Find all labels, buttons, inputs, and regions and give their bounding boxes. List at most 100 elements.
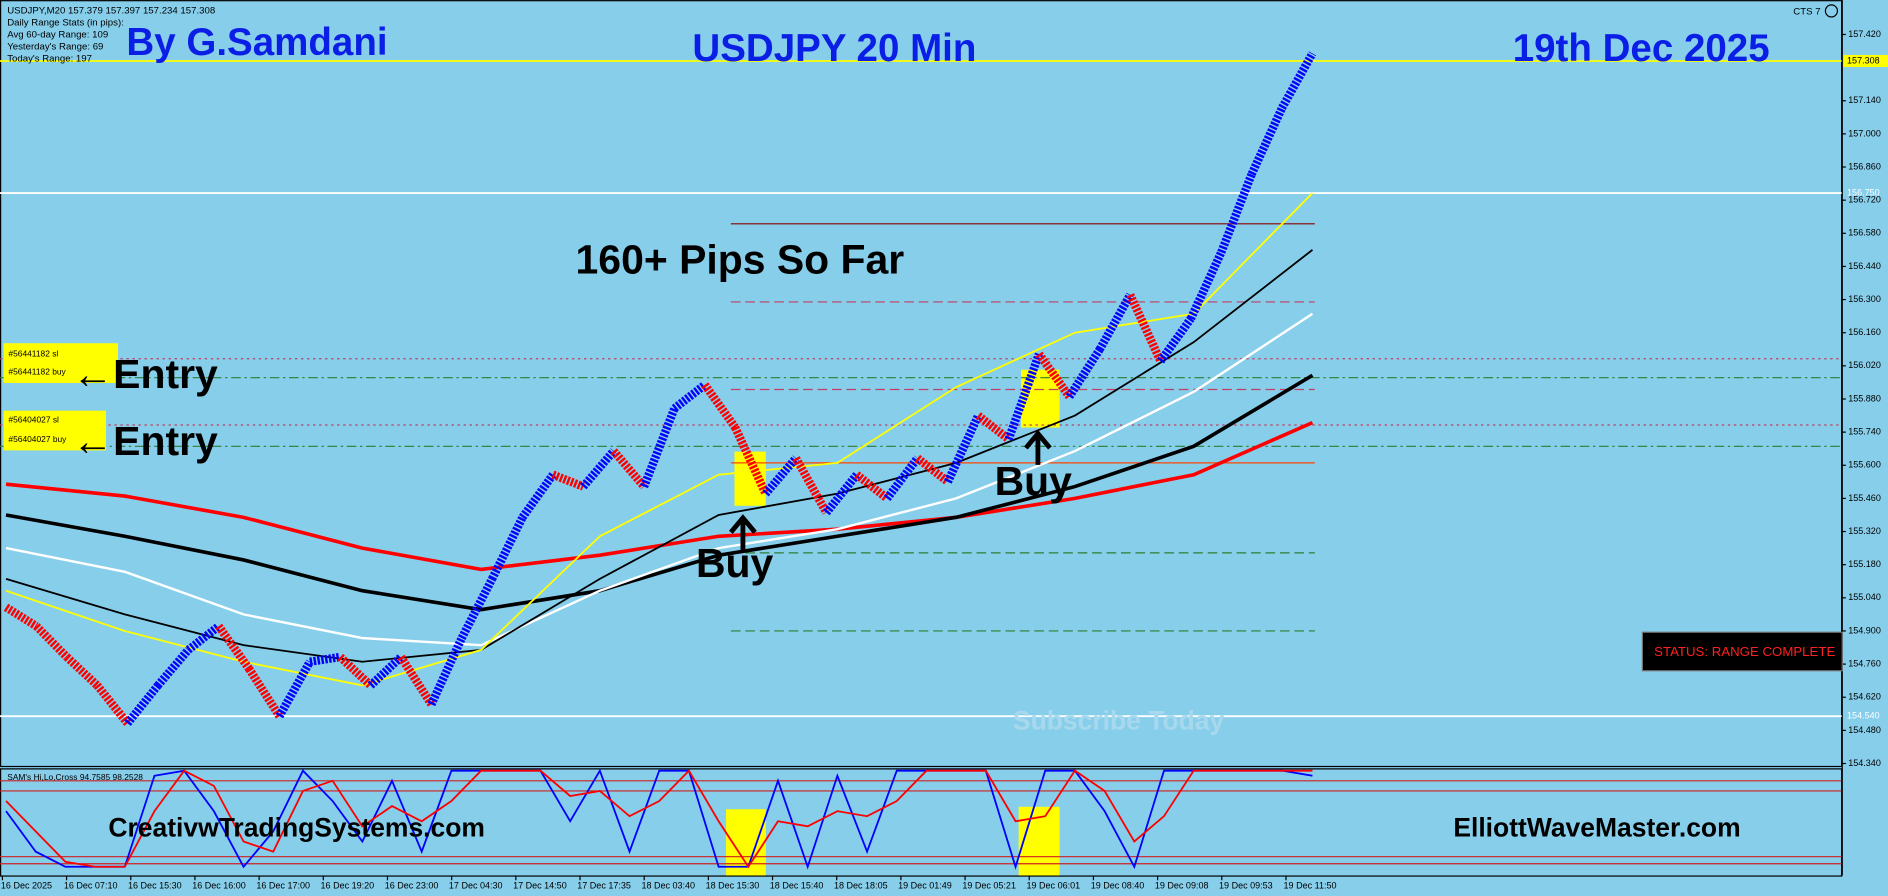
buy-arrow (1024, 429, 1052, 465)
footer-left: CreativwTradingSystems.com (108, 813, 485, 843)
y-tick-label: 154.480 (1848, 725, 1881, 735)
x-tick-label: 19 Dec 08:40 (1091, 881, 1145, 891)
author: By G.Samdani (126, 21, 387, 64)
price-tag-box (1843, 710, 1888, 723)
x-tick-label: 16 Dec 16:00 (192, 881, 246, 891)
y-tick-label: 156.440 (1848, 261, 1881, 271)
date-title: 19th Dec 2025 (1513, 27, 1770, 70)
y-tick-label: 155.880 (1848, 393, 1881, 403)
y-tick-label: 157.140 (1848, 95, 1881, 105)
price-segment (1187, 250, 1226, 321)
price-segment (3, 603, 39, 630)
price-segment (1004, 352, 1043, 441)
x-tick-label: 16 Dec 19:20 (321, 881, 375, 891)
price-tag-label: 157.308 (1847, 55, 1880, 65)
y-tick-label: 154.760 (1848, 658, 1881, 668)
price-tag-box (1843, 54, 1888, 67)
stats: Avg 60-day Range: 109 (7, 30, 108, 41)
price-segment (519, 472, 557, 520)
price-segment (458, 576, 496, 640)
price-segment (397, 654, 435, 707)
price-segment (731, 425, 770, 496)
price-segment (944, 413, 983, 484)
footer-right: ElliottWaveMaster.com (1453, 813, 1740, 843)
entry-label: ←Entry (72, 351, 218, 397)
price-tag-box (1843, 187, 1888, 200)
x-tick-label: 16 Dec 07:10 (64, 881, 118, 891)
price-segment (93, 682, 131, 726)
price-segment (1157, 316, 1195, 364)
price-segment (580, 448, 617, 490)
stats: Yesterday's Range: 69 (7, 42, 103, 53)
price-segment (1035, 351, 1073, 400)
price-segment (975, 412, 1012, 443)
entry-buy: #56404027 buy (8, 434, 67, 444)
price-segment (309, 652, 341, 666)
y-tick-label: 154.900 (1848, 625, 1881, 635)
price-segment (671, 381, 708, 412)
y-tick-label: 154.340 (1848, 758, 1881, 768)
stats: Today's Range: 197 (7, 54, 92, 65)
y-tick-label: 156.720 (1848, 195, 1881, 205)
price-segment (427, 636, 466, 707)
price-segment (215, 623, 253, 672)
y-tick-label: 155.040 (1848, 592, 1881, 602)
y-tick-label: 156.160 (1848, 327, 1881, 337)
y-tick-label: 155.180 (1848, 559, 1881, 569)
y-tick-label: 154.620 (1848, 692, 1881, 702)
status: STATUS: RANGE COMPLETE (1654, 644, 1835, 659)
x-tick-label: 16 Dec 23:00 (385, 881, 439, 891)
price-segment (1278, 51, 1317, 110)
price-tag-label: 156.750 (1847, 187, 1880, 197)
symbol-info: USDJPY,M20 157.379 157.397 157.234 157.3… (7, 5, 215, 16)
x-tick-label: 19 Dec 05:21 (962, 881, 1016, 891)
stats: Daily Range Stats (in pips): (7, 18, 124, 29)
buy-arrow (729, 514, 757, 552)
price-segment (640, 406, 679, 489)
watermark: Subscribe Today (1013, 706, 1225, 736)
price-segment (914, 454, 951, 486)
y-tick-label: 157.420 (1848, 29, 1881, 39)
x-tick-label: 19 Dec 11:50 (1284, 881, 1337, 891)
oscillator-line (5, 769, 1313, 869)
y-tick-label: 157.000 (1848, 128, 1881, 138)
entry-tag (3, 410, 106, 451)
x-tick-label: 19 Dec 09:08 (1155, 881, 1209, 891)
y-tick-label: 156.860 (1848, 161, 1881, 171)
price-segment (1065, 347, 1104, 399)
price-segment (792, 456, 831, 515)
price-segment (1126, 293, 1165, 363)
x-tick-label: 18 Dec 15:30 (706, 881, 760, 891)
status-box (1641, 631, 1843, 672)
price-segment (823, 472, 861, 516)
price-segment (762, 455, 800, 497)
price (3, 51, 1317, 726)
icon (1824, 4, 1839, 18)
y-tick-label: 156.300 (1848, 294, 1881, 304)
moving-average (5, 249, 1314, 663)
price-segment (1217, 172, 1256, 254)
x-tick-label: 18 Dec 18:05 (834, 881, 888, 891)
oscillator-title: SAM's Hi,Lo,Cross 94.7585 98.2528 (7, 772, 143, 782)
price-segment (610, 448, 648, 490)
x-tick-label: 16 Dec 2025 (1, 881, 52, 891)
price-segment (883, 455, 921, 501)
entry-buy: #56441182 buy (8, 366, 66, 376)
price-segment (154, 647, 192, 689)
price-segment (551, 470, 585, 491)
price-segment (185, 622, 222, 654)
oscillator (0, 768, 1843, 870)
oscillator-line (5, 768, 1313, 870)
buy-label: Buy (696, 540, 774, 586)
price-segment (1247, 106, 1286, 176)
price-tag-label: 154.540 (1847, 711, 1880, 721)
price-segment (1096, 292, 1134, 352)
entry-sl: #56441182 sl (8, 348, 58, 358)
moving-averages (5, 192, 1314, 687)
price-segment (63, 653, 101, 689)
y-tick-label: 156.020 (1848, 360, 1881, 370)
price-segment (275, 659, 314, 719)
